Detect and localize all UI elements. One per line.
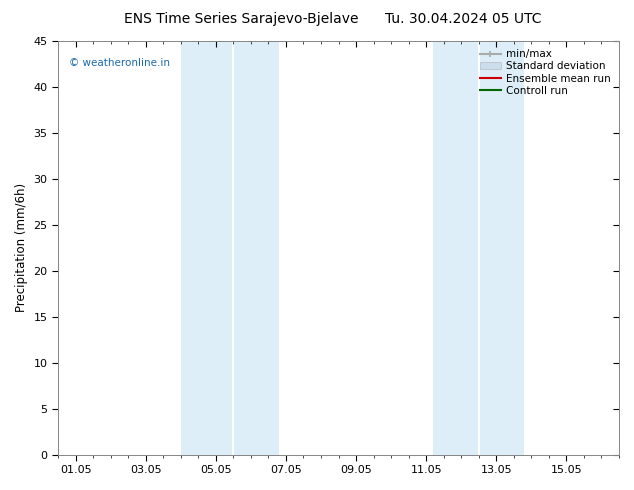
Bar xyxy=(233,41,279,455)
Text: © weatheronline.in: © weatheronline.in xyxy=(69,58,171,68)
Text: ENS Time Series Sarajevo-Bjelave: ENS Time Series Sarajevo-Bjelave xyxy=(124,12,358,26)
Y-axis label: Precipitation (mm/6h): Precipitation (mm/6h) xyxy=(15,183,28,313)
Bar xyxy=(433,41,479,455)
Text: Tu. 30.04.2024 05 UTC: Tu. 30.04.2024 05 UTC xyxy=(385,12,541,26)
Bar xyxy=(181,41,233,455)
Legend: min/max, Standard deviation, Ensemble mean run, Controll run: min/max, Standard deviation, Ensemble me… xyxy=(477,46,614,99)
Bar xyxy=(479,41,524,455)
